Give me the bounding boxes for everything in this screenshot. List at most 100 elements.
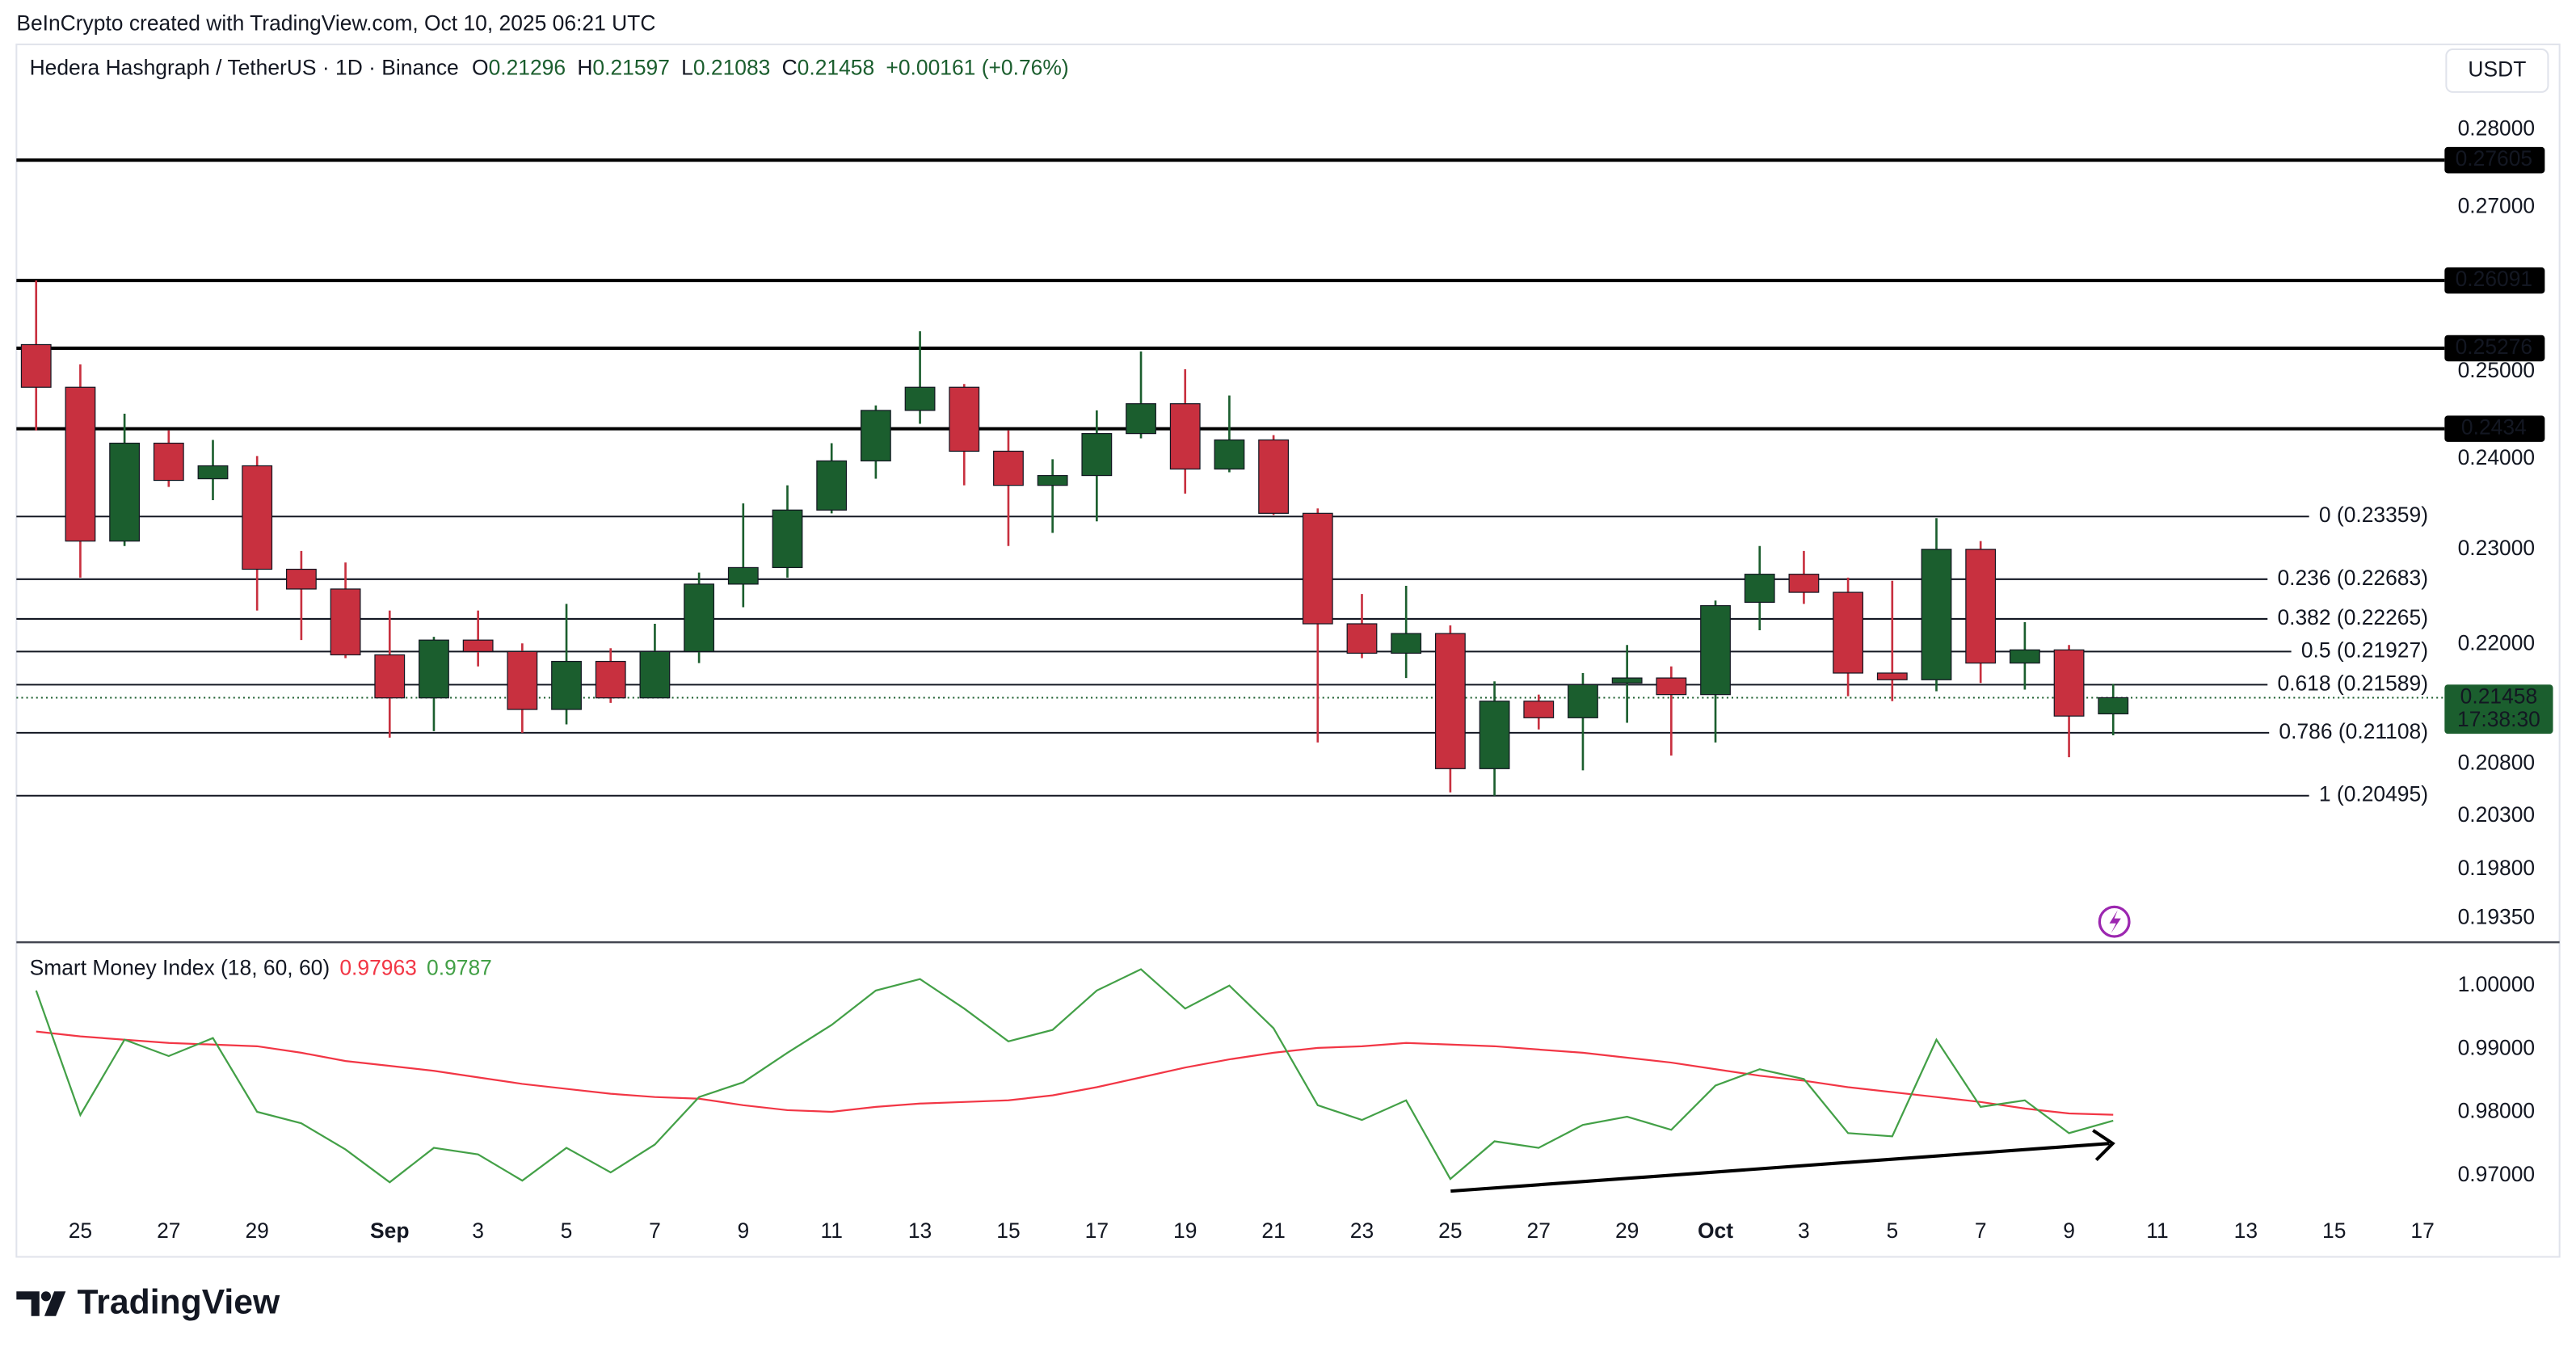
smi-value: 0.97963 [339,956,417,980]
currency-button[interactable] [2445,48,2549,93]
legend-value: 0.21597 [592,55,670,79]
smi-tick-label: 0.97000 [2458,1162,2536,1186]
x-tick-label: 23 [1350,1218,1374,1243]
level-label: 0.2434 [2461,415,2527,440]
x-tick-label: Sep [370,1218,409,1243]
legend-change: +0.00161 (+0.76%) [886,55,1068,79]
arrow-head [2092,1129,2115,1161]
x-tick-label: 7 [1975,1218,1987,1243]
legend-value: 0.21296 [489,55,566,79]
candle-body [1523,701,1555,718]
logo-dot [40,1291,52,1302]
legend-value: 0.21083 [693,55,771,79]
brand-name: TradingView [78,1283,280,1322]
candle-body [1081,432,1113,477]
legend-field: C [782,55,798,79]
fib-label: 0.382 (0.22265) [2277,605,2428,629]
smi-tick-label: 0.99000 [2458,1035,2536,1059]
x-tick-label: 13 [2234,1218,2258,1243]
candle-body [1700,604,1731,696]
level-label: 0.26091 [2456,267,2533,291]
fib-label: 0.236 (0.22683) [2277,566,2428,590]
candle-body [1391,633,1422,654]
candle-body [1346,623,1378,654]
candle-body [2098,697,2129,715]
fib-label: 0.618 (0.21589) [2277,671,2428,695]
candle-body [1921,549,1952,680]
y-tick-label: 0.19800 [2458,856,2536,880]
alert-bolt[interactable] [2109,910,2121,933]
y-tick-label: 0.28000 [2458,116,2536,141]
level-box [2444,267,2545,294]
arrow-line [1450,1142,2110,1193]
smi-legend: Smart Money Index (18, 60, 60) 0.97963 0.9… [30,956,492,980]
x-tick-label: 5 [561,1218,573,1243]
logo-slash [44,1291,66,1316]
candle-body [374,654,406,699]
currency-label[interactable]: USDT [2468,57,2526,81]
candle-body [639,650,671,699]
y-tick-label: 0.23000 [2458,536,2536,560]
candle-body [2053,649,2085,717]
x-tick-label: 19 [1173,1218,1197,1243]
brand-logo [16,1291,66,1316]
x-tick-label: 25 [1438,1218,1462,1243]
indicator-line [36,1030,2114,1116]
legend-field: O [472,55,489,79]
x-tick-label: 9 [2063,1218,2075,1243]
x-tick-label: 27 [1527,1218,1551,1243]
x-tick-label: 7 [649,1218,661,1243]
candle-body [1611,677,1643,684]
y-tick-label: 0.25000 [2458,358,2536,382]
x-tick-label: 25 [69,1218,92,1243]
level-label: 0.25276 [2456,335,2533,359]
candle-body [1214,439,1245,470]
y-tick-label: 0.19350 [2458,905,2536,929]
x-tick-label: 11 [820,1218,842,1243]
candle-body [1037,474,1068,486]
chart-frame [15,43,2561,1258]
candle-body [462,639,494,652]
candle-body [816,460,848,511]
candle-body [109,442,141,542]
x-tick-label: 9 [737,1218,749,1243]
candle-body [242,465,273,570]
logo-mark [16,1291,40,1316]
x-tick-label: 17 [2410,1218,2434,1243]
x-tick-label: 13 [908,1218,932,1243]
y-tick-label: 0.24000 [2458,445,2536,469]
x-tick-label: 3 [1798,1218,1810,1243]
price-box [2444,684,2553,734]
candle-body [949,386,980,452]
alert-icon[interactable] [2098,905,2131,938]
x-tick-label: 15 [996,1218,1020,1243]
candle-body [1169,403,1201,470]
fib-label: 0.786 (0.21108) [2279,719,2428,743]
header: BeInCrypto created with TradingView.com,… [16,11,655,35]
candle-body [2009,649,2040,664]
candle-body [772,509,803,569]
candle-body [904,386,936,411]
y-tick-label: 0.27000 [2458,194,2536,218]
x-tick-label: 15 [2322,1218,2346,1243]
candle-body [684,583,715,652]
candle-body [993,450,1024,486]
candle-body [860,410,891,462]
candle-body [551,660,582,710]
x-tick-label: 3 [472,1218,484,1243]
x-tick-label: Oct [1698,1218,1733,1243]
candle-body [507,650,538,710]
smi-tick-label: 0.98000 [2458,1099,2536,1123]
candle-body [197,465,229,480]
candle-body [1788,574,1820,593]
level-box [2444,415,2545,442]
candle-body [330,588,361,656]
candle-body [419,639,449,699]
level-box [2444,146,2545,174]
smi-value: 0.9787 [427,956,492,980]
countdown-label: 17:38:30 [2457,707,2540,731]
candle-body [1568,684,1598,718]
x-tick-label: 5 [1886,1218,1898,1243]
smi-tick-label: 1.00000 [2458,972,2536,996]
